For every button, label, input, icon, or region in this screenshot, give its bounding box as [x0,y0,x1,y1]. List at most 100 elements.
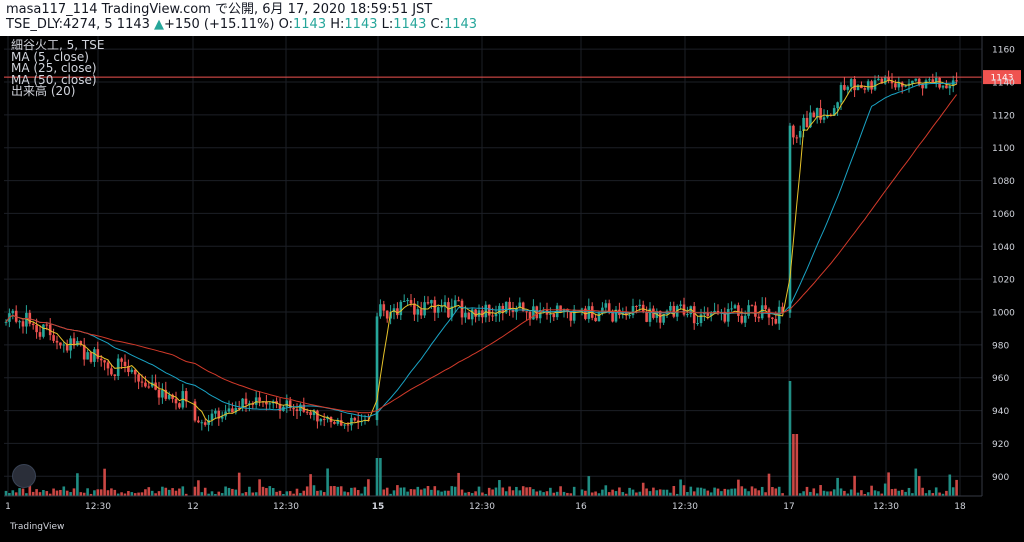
time-tick-label: 12:30 [873,502,899,512]
tradingview-logo-icon[interactable] [12,464,36,488]
volume-bar [220,493,224,496]
volume-bar [535,491,539,496]
candle-body [572,309,576,321]
volume-bar [292,493,295,496]
indicator-legend: 細谷火工, 5, TSE MA (5, close) MA (25, close… [11,38,105,99]
price-chart[interactable]: 1143 1160 1140 1120 1100 1080 1060 1040 1020 100… [0,36,1024,542]
volume-bar [525,487,528,496]
candle-body [171,394,174,399]
volume-bar [604,485,608,496]
volume-bar [4,490,8,496]
candle-body [21,321,25,327]
volume-bar [244,492,248,496]
chart-header: masa117_114 TradingView.com で公開, 6月 17, … [0,0,1024,36]
volume-bar [648,491,652,496]
volume-bar [343,491,346,496]
ticker-label: TSE_DLY:4274, 5 [6,17,113,32]
volume-bar [210,491,214,496]
volume-bar [470,493,474,496]
volume-bar [443,490,447,496]
volume-bar [379,458,382,496]
candle-body [79,341,83,345]
candle-body [470,309,474,320]
volume-bar [511,490,515,496]
volume-bar [771,487,774,496]
volume-bar [110,488,113,496]
close-display: 1143 [116,17,150,32]
volume-bar [713,487,716,496]
candle-body [699,314,703,324]
volume-bar [322,492,326,496]
candle-body [672,305,676,317]
volume-bar [329,486,333,496]
candle-body [453,300,457,307]
candle-body [116,358,120,376]
candle-body [853,79,856,91]
volume-bar [777,486,781,496]
candle-body [174,398,178,404]
legend-ma25[interactable]: MA (25, close) [11,61,97,76]
volume-bar [487,487,491,496]
candle-body [86,352,89,360]
volume-bar [144,489,147,496]
candle-body [103,360,106,363]
volume-bar [682,485,686,496]
candle-body [669,305,672,311]
volume-bar [45,491,49,496]
candle-body [635,306,638,308]
candle-body [594,317,597,322]
volume-bar [941,493,945,496]
candle-body [120,358,123,362]
candle-body [945,85,948,89]
volume-bar [161,486,164,496]
volume-bar [781,493,784,496]
candle-body [481,310,484,318]
volume-bar [154,493,157,496]
volume-bar [839,488,843,496]
volume-bar [631,489,635,496]
legend-ma5[interactable]: MA (5, close) [11,49,89,64]
candle-body [375,316,379,421]
volume-bar [346,492,350,496]
candle-body [474,309,477,317]
candle-body [385,310,389,319]
close-value: 1143 [443,17,478,32]
price-tick-label: 1100 [992,144,1015,154]
candle-body [326,416,329,420]
candle-body [217,410,221,419]
volume-bar [11,490,15,496]
volume-bar [120,492,123,496]
volume-bar [419,489,423,496]
legend-ma50[interactable]: MA (50, close) [11,72,97,87]
candle-body [413,303,416,315]
candle-body [532,306,535,320]
volume-bar [79,492,83,496]
candle-body [65,344,69,351]
volume-bar [528,487,532,496]
volume-bar [880,493,884,496]
candle-body [76,341,79,346]
legend-volume[interactable]: 出来高 (20) [11,84,76,99]
candle-body [268,403,272,405]
candle-body [822,117,826,120]
volume-bar [921,487,924,496]
candle-body [302,404,306,412]
candle-body [511,309,515,312]
volume-bar [757,490,761,496]
volume-bar [436,490,440,496]
volume-bar [624,493,628,496]
candle-body [562,308,566,313]
volume-bar [703,488,706,496]
high-label: H: [330,17,345,32]
volume-bar [367,479,370,496]
volume-bar [562,491,566,496]
volume-bar [542,492,545,496]
volume-bar [545,491,549,496]
time-tick-label: 17 [783,502,794,512]
candle-body [747,305,750,316]
candle-body [440,306,443,308]
volume-bar [494,487,498,496]
volume-bar [584,490,587,496]
legend-symbol: 細谷火工, 5, TSE [11,38,105,52]
price-tick-label: 1060 [992,210,1015,220]
